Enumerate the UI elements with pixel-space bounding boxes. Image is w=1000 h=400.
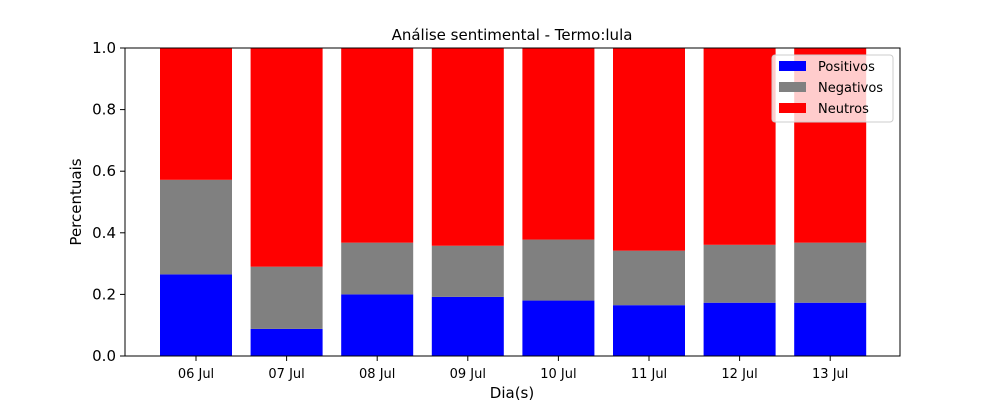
x-tick-label: 06 Jul bbox=[178, 367, 214, 382]
y-axis: 0.0 0.2 0.4 0.6 0.8 1.0 bbox=[92, 39, 125, 365]
legend-swatch-neutros bbox=[779, 103, 806, 113]
bar-positivos-08-jul bbox=[341, 294, 414, 356]
bar-neutros-07-jul bbox=[250, 48, 323, 267]
legend-label-positivos: Positivos bbox=[818, 60, 875, 75]
bar-negativos-08-jul bbox=[341, 242, 414, 295]
bar-negativos-07-jul bbox=[250, 266, 323, 329]
x-axis-label: Dia(s) bbox=[490, 384, 534, 400]
bar-positivos-09-jul bbox=[431, 296, 504, 356]
bar-negativos-12-jul bbox=[703, 244, 776, 303]
bar-neutros-11-jul bbox=[613, 48, 685, 251]
legend-swatch-negativos bbox=[779, 82, 806, 92]
x-tick-label: 12 Jul bbox=[721, 367, 757, 382]
bar-positivos-07-jul bbox=[250, 328, 323, 356]
bar-neutros-06-jul bbox=[160, 48, 232, 180]
legend-swatch-positivos bbox=[779, 61, 806, 71]
bar-negativos-13-jul bbox=[794, 242, 867, 303]
bar-neutros-09-jul bbox=[431, 48, 504, 246]
y-tick-label: 0.2 bbox=[92, 285, 116, 303]
bar-negativos-06-jul bbox=[160, 179, 232, 275]
bar-negativos-09-jul bbox=[431, 245, 504, 297]
y-tick-label: 0.4 bbox=[92, 224, 116, 242]
x-axis: 06 Jul 07 Jul 08 Jul 09 Jul 10 Jul 11 Jul 12 J… bbox=[178, 356, 848, 382]
bar-negativos-11-jul bbox=[613, 250, 685, 306]
x-tick-label: 07 Jul bbox=[268, 367, 304, 382]
bar-positivos-10-jul bbox=[522, 300, 595, 356]
legend-label-negativos: Negativos bbox=[818, 81, 883, 96]
bar-negativos-10-jul bbox=[522, 239, 595, 301]
bar-neutros-12-jul bbox=[703, 48, 776, 245]
bar-neutros-08-jul bbox=[341, 48, 414, 243]
bars-group bbox=[160, 48, 867, 356]
legend-label-neutros: Neutros bbox=[818, 102, 869, 117]
x-tick-label: 08 Jul bbox=[359, 367, 395, 382]
y-axis-label: Percentuais bbox=[67, 158, 85, 245]
y-tick-label: 0.6 bbox=[92, 162, 116, 180]
y-tick-label: 1.0 bbox=[92, 39, 116, 57]
x-tick-label: 11 Jul bbox=[631, 367, 667, 382]
y-tick-label: 0.8 bbox=[92, 101, 116, 119]
bar-positivos-13-jul bbox=[794, 302, 867, 356]
chart-title: Análise sentimental - Termo:lula bbox=[392, 26, 633, 44]
bar-positivos-12-jul bbox=[703, 302, 776, 356]
bar-positivos-06-jul bbox=[160, 274, 232, 356]
bar-neutros-10-jul bbox=[522, 48, 595, 240]
plot-frame bbox=[124, 47, 901, 357]
legend: Positivos Negativos Neutros bbox=[771, 54, 894, 123]
x-tick-label: 13 Jul bbox=[812, 367, 848, 382]
y-tick-label: 0.0 bbox=[92, 347, 116, 365]
bar-positivos-11-jul bbox=[613, 305, 685, 356]
x-tick-label: 09 Jul bbox=[450, 367, 486, 382]
x-tick-label: 10 Jul bbox=[540, 367, 576, 382]
